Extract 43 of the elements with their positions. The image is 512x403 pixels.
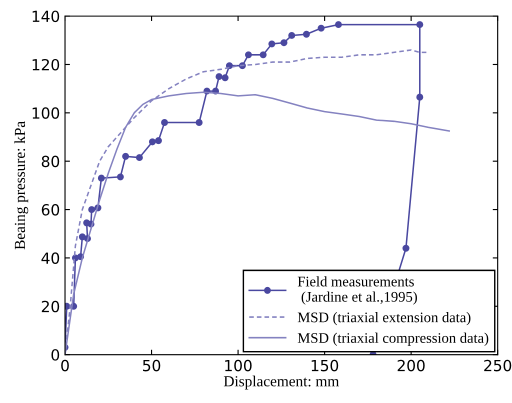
y-axis-title: Beaing pressure: kPa <box>14 121 28 250</box>
x-tick-label: 150 <box>312 360 338 372</box>
point <box>416 94 424 101</box>
y-tick-label: 20 <box>42 300 60 312</box>
x-tick-label: 250 <box>484 360 512 372</box>
point <box>78 233 86 240</box>
x-tick-label: 200 <box>398 360 425 372</box>
point <box>122 152 130 160</box>
point <box>116 173 124 180</box>
y-tick-label: 80 <box>42 156 60 168</box>
y-tick-label: 140 <box>32 10 60 22</box>
point <box>318 24 325 32</box>
x-axis-title: Displacement: mm <box>224 376 340 390</box>
point <box>161 119 168 126</box>
point <box>196 119 203 126</box>
point <box>402 244 410 252</box>
y-tick-label: 0 <box>51 349 60 361</box>
point <box>280 39 288 46</box>
point <box>148 138 156 146</box>
legend-label: Field measurements (Jardine et al.,1995) <box>298 276 417 305</box>
legend-label: MSD (triaxial compression data) <box>298 332 488 346</box>
point <box>288 32 296 39</box>
point <box>222 74 229 82</box>
point <box>216 73 223 80</box>
y-tick-label: 120 <box>32 58 60 70</box>
y-tick-label: 100 <box>32 107 60 119</box>
point <box>334 21 342 28</box>
legend-label: MSD (triaxial extension data) <box>298 312 470 326</box>
point <box>136 154 143 162</box>
x-tick-label: 0 <box>61 360 69 372</box>
y-tick-label: 40 <box>41 252 60 264</box>
x-tick-label: 50 <box>143 360 160 372</box>
point <box>98 174 105 182</box>
x-tick-label: 100 <box>225 360 252 372</box>
point <box>260 51 267 58</box>
point <box>416 21 424 28</box>
point <box>268 40 276 48</box>
point <box>88 206 96 214</box>
point <box>244 51 252 58</box>
point <box>302 30 310 38</box>
point <box>226 62 233 70</box>
y-tick-label: 60 <box>42 204 60 216</box>
point <box>155 137 162 144</box>
